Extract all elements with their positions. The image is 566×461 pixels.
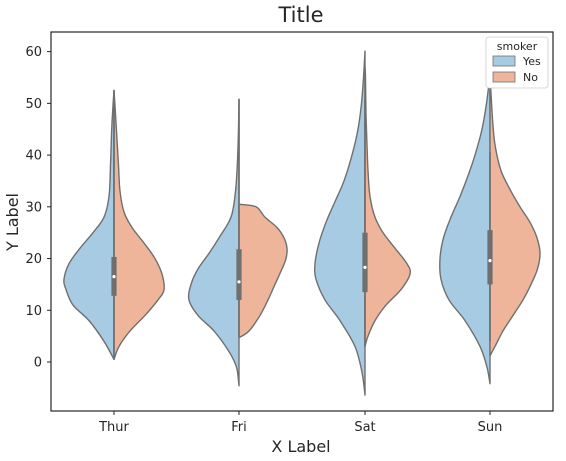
violin-half-yes-fri bbox=[187, 98, 240, 387]
y-axis-label: Y Label bbox=[3, 193, 22, 252]
violin-half-no-fri bbox=[238, 203, 288, 339]
legend-title: smoker bbox=[497, 40, 538, 53]
boxes-layer bbox=[111, 90, 493, 360]
x-axis-ticks: Thur Fri Sat Sun bbox=[98, 411, 502, 435]
x-tick-label-fri: Fri bbox=[231, 420, 247, 435]
violin-half-no-sun bbox=[489, 76, 541, 357]
box-median bbox=[488, 259, 492, 263]
x-tick-label-thur: Thur bbox=[98, 420, 129, 435]
violin-half-yes-sat bbox=[313, 50, 366, 396]
violin-half-no-sat bbox=[364, 66, 412, 348]
legend-swatch-yes bbox=[492, 55, 516, 67]
x-axis-label: X Label bbox=[271, 437, 330, 456]
legend-swatch-no bbox=[492, 71, 516, 83]
chart-title: Title bbox=[277, 3, 323, 27]
x-tick-label-sun: Sun bbox=[478, 420, 503, 435]
box-iqr bbox=[487, 230, 493, 285]
y-tick-label: 40 bbox=[25, 149, 42, 164]
plot-frame bbox=[50, 31, 554, 412]
violin-half-no-thur bbox=[113, 89, 165, 361]
box-iqr bbox=[362, 232, 368, 293]
y-tick-label: 0 bbox=[34, 356, 42, 371]
y-tick-label: 20 bbox=[25, 252, 42, 267]
y-tick-label: 60 bbox=[25, 45, 42, 60]
box-median bbox=[112, 275, 116, 279]
y-tick-label: 10 bbox=[25, 304, 42, 319]
violin-half-yes-thur bbox=[63, 89, 115, 361]
legend: smoker Yes No bbox=[485, 36, 549, 89]
x-tick-label-sat: Sat bbox=[354, 420, 375, 435]
box-median bbox=[363, 265, 367, 269]
violin-half-yes-sun bbox=[439, 74, 491, 385]
legend-label-yes: Yes bbox=[522, 55, 541, 68]
y-tick-label: 30 bbox=[25, 200, 42, 215]
y-tick-label: 50 bbox=[25, 97, 42, 112]
violins-layer bbox=[63, 50, 541, 396]
box-median bbox=[237, 280, 241, 284]
legend-label-no: No bbox=[523, 71, 538, 84]
box-iqr bbox=[236, 249, 242, 300]
y-axis-ticks: 0 10 20 30 40 50 60 bbox=[25, 45, 51, 371]
